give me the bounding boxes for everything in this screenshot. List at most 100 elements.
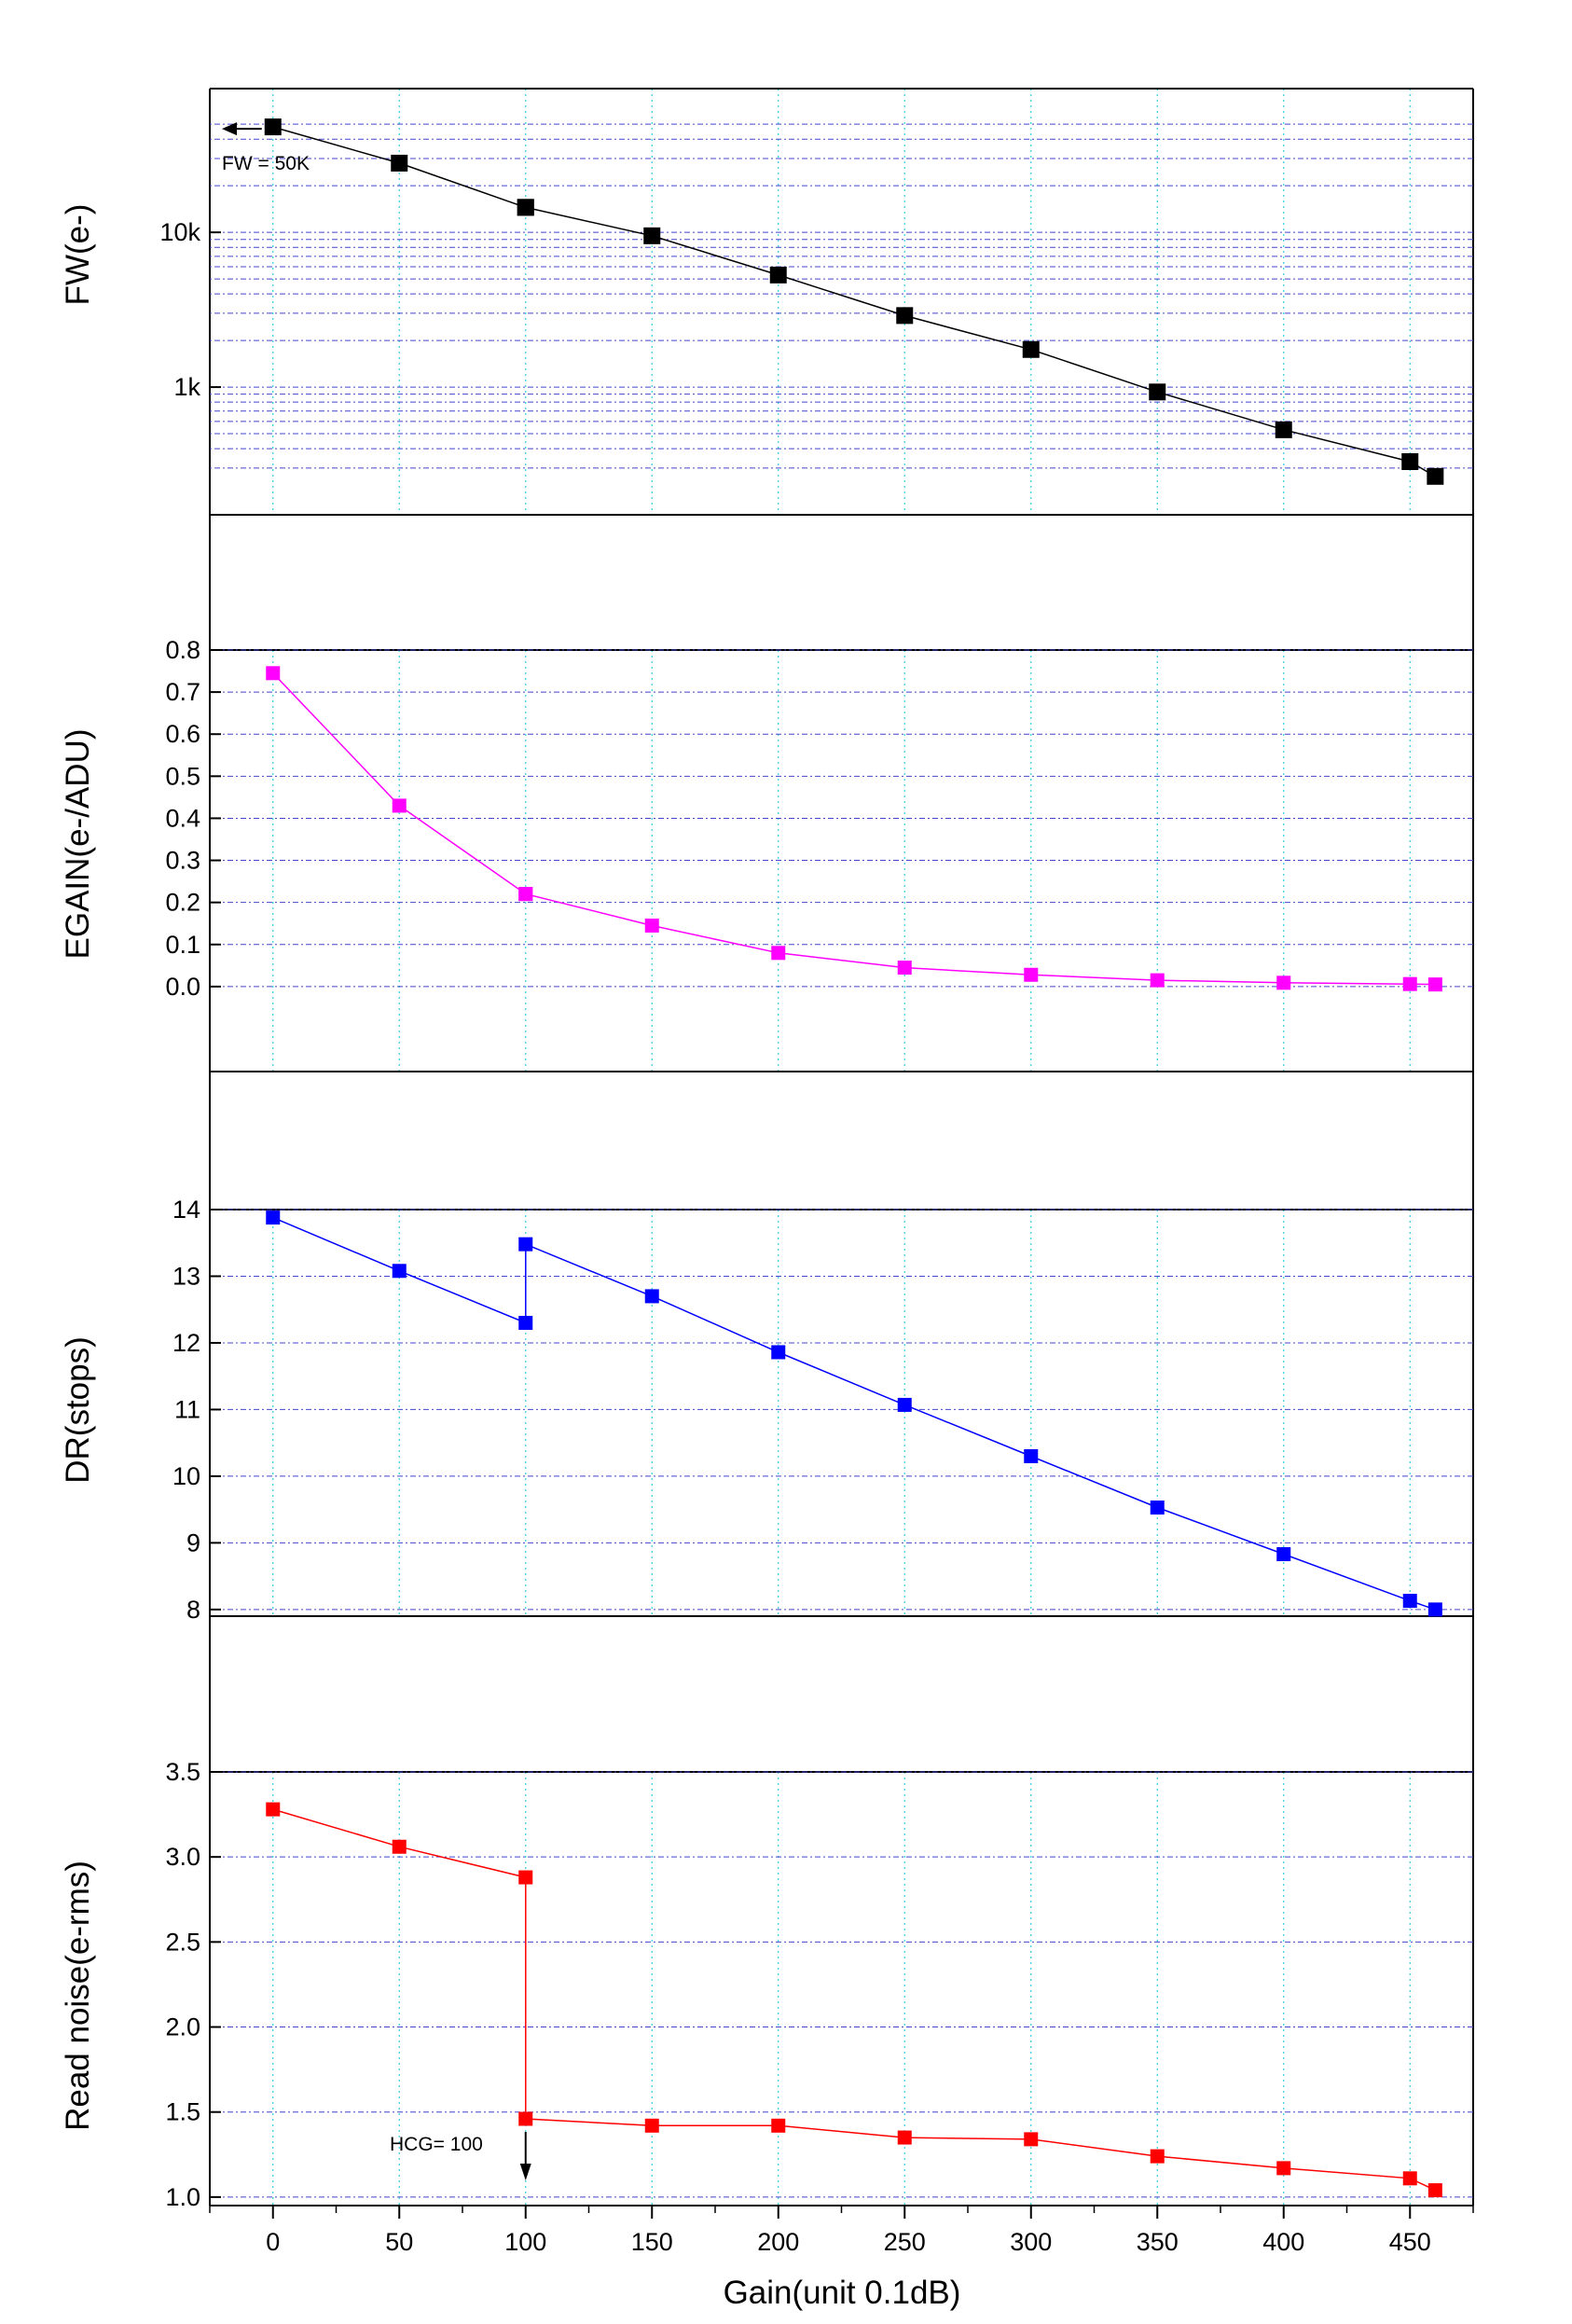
panel-dr: 8 9 10 11 12 13 14 DR(stops): [60, 1196, 1473, 1624]
dr-y-tick-label-6: 14: [172, 1196, 200, 1224]
egain-point-8: [1150, 973, 1165, 988]
fw-annotation-arrowhead: [222, 122, 237, 136]
dr-point-5: [771, 1345, 786, 1360]
x-tick-label-5: 250: [884, 2228, 926, 2256]
panel-rn: 1.0 1.5 2.0 2.5 3.0 3.5 Read noise(e-rms) HCG= …: [60, 1758, 1473, 2211]
rn-point-9: [1276, 2161, 1291, 2176]
chart-frame: [209, 88, 1474, 2206]
egain-y-tick-label-6: 0.6: [165, 720, 200, 748]
rn-y-tick-label-1: 1.5: [165, 2098, 200, 2126]
rn-point-8: [1150, 2149, 1165, 2164]
rn-point-6: [897, 2130, 912, 2145]
dr-y-tick-label-3: 11: [174, 1395, 200, 1423]
x-tick-label-0: 0: [266, 2228, 280, 2256]
rn-annotation-text: HCG= 100: [390, 2134, 483, 2155]
rn-point-4: [644, 2118, 659, 2133]
rn-series-line: [272, 1808, 1436, 2192]
fw-point-9: [1275, 421, 1292, 438]
dr-series-line: [272, 1216, 1436, 1611]
rn-point-7: [1024, 2132, 1039, 2147]
egain-point-6: [897, 961, 912, 975]
rn-point-0: [266, 1802, 281, 1817]
x-tick-label-1: 50: [385, 2228, 413, 2256]
rn-point-3: [518, 2111, 533, 2126]
x-tick-label-7: 350: [1137, 2228, 1179, 2256]
rn-point-11: [1427, 2183, 1442, 2198]
egain-point-1: [392, 798, 407, 813]
x-tick-label-2: 100: [504, 2228, 546, 2256]
rn-point-2: [518, 1870, 533, 1885]
rn-point-1: [392, 1839, 407, 1854]
egain-point-9: [1276, 975, 1291, 990]
fw-point-4: [643, 227, 661, 244]
dr-point-1: [392, 1264, 407, 1279]
dr-y-tick-label-2: 10: [172, 1462, 200, 1490]
rn-y-tick-label-2: 2.0: [165, 2013, 200, 2041]
rn-point-10: [1402, 2171, 1417, 2186]
fw-point-10: [1401, 452, 1419, 470]
fw-point-3: [517, 199, 534, 216]
fw-point-5: [769, 266, 787, 284]
fw-point-11: [1427, 467, 1444, 485]
fw-annotation-text: FW = 50K: [222, 153, 310, 174]
rn-y-tick-label-3: 2.5: [165, 1928, 200, 1956]
egain-y-tick-label-3: 0.3: [165, 847, 200, 875]
dr-point-7: [1024, 1448, 1039, 1463]
egain-y-tick-label-4: 0.4: [165, 804, 200, 832]
x-axis-title: Gain(unit 0.1dB): [724, 2275, 961, 2311]
rn-y-tick-label-5: 3.5: [165, 1758, 200, 1786]
fw-point-1: [391, 154, 408, 172]
dr-point-4: [644, 1289, 659, 1304]
x-tick-label-6: 300: [1010, 2228, 1052, 2256]
egain-point-10: [1402, 976, 1417, 991]
dr-point-8: [1150, 1500, 1165, 1515]
rn-point-5: [771, 2118, 786, 2133]
fw-series-line: [272, 126, 1436, 477]
egain-point-5: [771, 946, 786, 961]
x-tick-label-3: 150: [631, 2228, 673, 2256]
egain-point-11: [1427, 977, 1442, 992]
fw-point-7: [1022, 340, 1040, 358]
dr-y-tick-label-1: 9: [186, 1529, 200, 1556]
egain-point-3: [518, 887, 533, 902]
egain-point-4: [644, 918, 659, 933]
fw-y-tick-label-0: 1k: [173, 373, 200, 401]
rn-y-axis-title: Read noise(e-rms): [60, 1861, 96, 2131]
rn-annotation-arrowhead: [519, 2164, 531, 2180]
panel-fw: 1k 10k FW(e-) FW = 50K: [60, 118, 1473, 485]
x-tick-label-4: 200: [757, 2228, 799, 2256]
egain-y-tick-label-5: 0.5: [165, 762, 200, 790]
rn-y-tick-label-4: 3.0: [165, 1843, 200, 1871]
x-axis: 0 50 100 150 200 250 300 350 400 450: [209, 2206, 1474, 2256]
rn-y-tick-label-0: 1.0: [165, 2183, 200, 2211]
egain-point-0: [266, 666, 281, 681]
dr-point-0: [266, 1210, 281, 1225]
dr-point-9: [1276, 1547, 1291, 1562]
egain-point-7: [1024, 967, 1039, 982]
dr-y-tick-label-0: 8: [186, 1596, 200, 1624]
dr-y-tick-label-4: 12: [172, 1329, 200, 1357]
dr-point-11: [1427, 1602, 1442, 1617]
x-tick-label-9: 450: [1389, 2228, 1431, 2256]
egain-y-tick-label-1: 0.1: [165, 931, 200, 959]
egain-series-line: [272, 672, 1436, 986]
dr-point-6: [897, 1397, 912, 1412]
egain-y-tick-label-7: 0.7: [165, 678, 200, 706]
egain-y-tick-label-8: 0.8: [165, 636, 200, 664]
panel-egain: 0.0 0.1 0.2 0.3 0.4 0.5 0.6 0.7 0.8 EGAIN(e-/ADU): [60, 636, 1473, 1001]
fw-point-6: [896, 307, 914, 325]
dr-y-axis-title: DR(stops): [60, 1336, 96, 1484]
egain-y-tick-label-2: 0.2: [165, 889, 200, 917]
dr-point-10: [1402, 1594, 1417, 1609]
dr-y-tick-label-5: 13: [172, 1262, 200, 1290]
fw-y-tick-label-1: 10k: [159, 218, 200, 246]
fw-point-8: [1149, 383, 1166, 401]
fw-y-axis-title: FW(e-): [60, 204, 96, 306]
dr-point-2: [518, 1316, 533, 1331]
egain-y-tick-label-0: 0.0: [165, 973, 200, 1001]
fw-point-0: [264, 118, 282, 136]
dr-point-3: [518, 1237, 533, 1252]
chart-panels: 1k 10k FW(e-) FW = 50K 0.0 0.1 0.2 0.3 0.4 0.5 0.6…: [60, 118, 1473, 2211]
egain-y-axis-title: EGAIN(e-/ADU): [60, 729, 96, 960]
